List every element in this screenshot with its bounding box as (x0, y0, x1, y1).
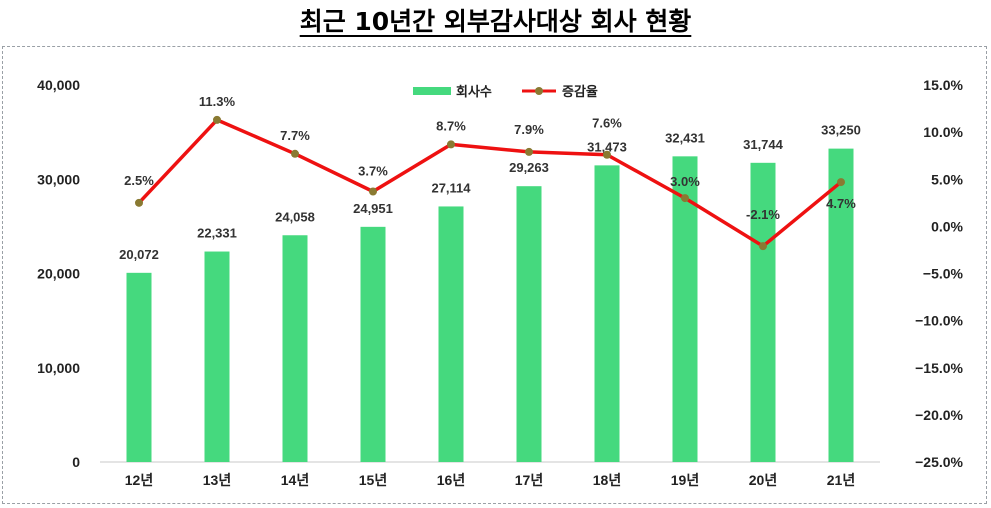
bar-data-label: 20,072 (119, 247, 159, 262)
bar-company-count (438, 206, 464, 462)
line-point-growth-rate (759, 242, 767, 251)
legend-label-bar: 회사수 (456, 84, 492, 100)
line-data-label: 7.6% (592, 116, 622, 131)
bar-data-label: 27,114 (431, 180, 471, 195)
line-point-growth-rate (291, 149, 299, 158)
bar-company-count (360, 226, 386, 462)
line-point-growth-rate (447, 140, 455, 149)
x-tick-label: 17년 (515, 472, 543, 488)
line-growth-rate (137, 118, 843, 248)
bar-company-count (126, 272, 152, 462)
y-left-tick-label: 0 (72, 454, 80, 470)
y-right-tick-label: −25.0% (915, 454, 963, 470)
y-left-tick-label: 20,000 (37, 266, 80, 282)
y-right-tick-label: 0.0% (931, 218, 963, 234)
chart-frame (2, 46, 987, 504)
bar-data-label: 24,058 (275, 209, 315, 224)
y-right-tick-label: −10.0% (915, 313, 963, 329)
y-left-tick-label: 10,000 (37, 360, 80, 376)
x-tick-label: 20년 (749, 472, 777, 488)
y-right-tick-label: −5.0% (923, 266, 964, 282)
line-data-label: 7.9% (514, 122, 544, 137)
line-point-growth-rate (837, 178, 845, 187)
bar-data-label: 24,951 (353, 201, 393, 216)
x-tick-label: 18년 (593, 472, 621, 488)
line-point-growth-rate (681, 194, 689, 203)
bar-company-count (594, 165, 620, 462)
line-data-label: 7.7% (280, 128, 310, 143)
x-tick-label: 12년 (125, 472, 153, 488)
chart-title: 최근 10년간 외부감사대상 회사 현황 (299, 7, 692, 36)
y-right-tick-label: −20.0% (915, 407, 963, 423)
bar-company-count (828, 148, 854, 462)
bar-data-label: 32,431 (665, 130, 705, 145)
line-data-label: 3.0% (670, 174, 700, 189)
line-point-growth-rate (213, 115, 221, 124)
x-tick-label: 14년 (281, 472, 309, 488)
line-point-growth-rate (525, 147, 533, 156)
line-point-growth-rate (369, 187, 377, 196)
x-tick-label: 16년 (437, 472, 465, 488)
y-left-tick-label: 30,000 (37, 171, 80, 187)
line-data-label: 3.7% (358, 164, 388, 179)
bar-data-label: 31,744 (743, 137, 784, 152)
bar-company-count (282, 235, 308, 462)
legend-label-line: 증감율 (562, 84, 598, 100)
y-right-tick-label: 15.0% (923, 77, 963, 93)
y-right-tick-label: −15.0% (915, 360, 963, 376)
x-tick-label: 21년 (827, 472, 855, 488)
bar-company-count (516, 186, 542, 462)
line-point-growth-rate (603, 150, 611, 159)
bar-data-label: 22,331 (197, 226, 237, 241)
bar-data-label: 31,473 (587, 139, 627, 154)
x-tick-label: 13년 (203, 472, 231, 488)
line-data-label: 4.7% (826, 196, 856, 211)
legend-swatch-bar (413, 87, 451, 95)
legend-marker-line (535, 87, 543, 95)
y-right-tick-label: 5.0% (931, 171, 963, 187)
bar-data-label: 33,250 (821, 123, 861, 138)
line-point-growth-rate (135, 198, 143, 207)
x-tick-label: 15년 (359, 472, 387, 488)
bar-company-count (672, 156, 698, 462)
y-left-tick-label: 40,000 (37, 77, 80, 93)
line-data-label: 2.5% (124, 173, 154, 188)
bar-data-label: 29,263 (509, 160, 549, 175)
y-right-tick-label: 10.0% (923, 124, 963, 140)
bar-company-count (204, 251, 230, 462)
line-data-label: 8.7% (436, 118, 466, 133)
bar-company-count (750, 162, 776, 462)
line-data-label: 11.3% (199, 94, 236, 109)
x-tick-label: 19년 (671, 472, 699, 488)
line-data-label: -2.1% (746, 207, 780, 222)
